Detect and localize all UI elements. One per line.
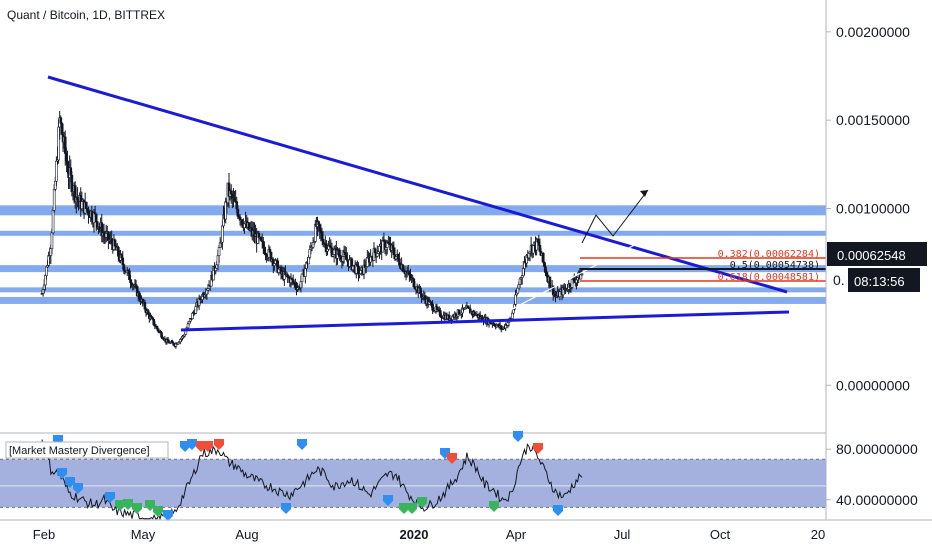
- time-axis: Feb May Aug 2020 Apr Jul Oct 20: [33, 527, 825, 542]
- candlestick-series: [40, 111, 584, 349]
- fib-retracement: 0.382(0.00062284)0.5(0.00054738)0.618(0.…: [580, 249, 826, 283]
- fib-label-0: 0.382(0.00062284): [718, 249, 820, 260]
- candle-body: [45, 266, 48, 277]
- countdown-value: 08:13:56: [854, 274, 905, 289]
- oscillator-band: [0, 459, 826, 508]
- divergence-marker-3: [73, 483, 83, 494]
- divergence-marker-25: [513, 431, 523, 442]
- time-tick-label-2: Aug: [235, 527, 258, 542]
- divergence-marker-21: [417, 497, 427, 508]
- price-tick-label-3: 0.00000000: [836, 377, 910, 393]
- osc-tick-label-0: 80.00000000: [836, 441, 918, 457]
- divergence-marker-8: [145, 500, 155, 511]
- price-zone-1: [0, 230, 826, 236]
- price-zone-3: [0, 287, 826, 293]
- divergence-marker-16: [297, 439, 307, 450]
- divergence-marker-10: [163, 510, 173, 521]
- divergence-marker-1: [57, 468, 67, 479]
- time-tick-label-5: Jul: [614, 527, 631, 542]
- divergence-marker-2: [65, 477, 75, 488]
- divergence-marker-5: [115, 500, 125, 511]
- trendlines: [47, 75, 790, 332]
- price-zone-4: [0, 296, 826, 304]
- candle-body: [52, 188, 56, 211]
- price-zone-2: [0, 265, 826, 273]
- chart-title: Quant / Bitcoin, 1D, BITTREX: [7, 8, 165, 22]
- projection-arrowhead: [640, 190, 648, 197]
- divergence-marker-4: [105, 492, 115, 503]
- divergence-marker-18: [383, 495, 393, 506]
- candle-body: [541, 252, 545, 263]
- divergence-marker-7: [132, 503, 142, 514]
- oscillator-pane: [Market Mastery Divergence] 80.00000000 40…: [0, 431, 918, 521]
- trendline-resistance: [47, 75, 788, 294]
- countdown-prefix: 0.: [833, 272, 845, 288]
- time-tick-label-3: 2020: [400, 527, 429, 542]
- candle-body: [284, 271, 287, 276]
- candle-body: [300, 273, 304, 283]
- last-price-value: 0.00062548: [837, 248, 906, 263]
- indicator-label-box: [5, 441, 169, 459]
- divergence-marker-14: [203, 441, 213, 452]
- divergence-marker-26: [533, 443, 543, 454]
- candle-body: [580, 273, 584, 276]
- divergence-marker-24: [489, 501, 499, 512]
- indicator-label: [Market Mastery Divergence]: [9, 445, 150, 457]
- horizontal-zones: [0, 205, 826, 304]
- osc-tick-label-1: 40.00000000: [836, 492, 918, 508]
- price-tick-label-1: 0.00150000: [836, 112, 910, 128]
- projection-arrow: [581, 189, 649, 244]
- candle-body: [80, 201, 84, 209]
- candle-body: [548, 276, 552, 287]
- candle-body: [221, 225, 224, 243]
- candle-body: [373, 248, 377, 254]
- time-tick-label-6: Oct: [710, 527, 731, 542]
- price-tick-label-0: 0.00200000: [836, 24, 910, 40]
- divergence-marker-6: [123, 499, 133, 510]
- time-tick-label-0: Feb: [33, 527, 55, 542]
- candle-body: [84, 201, 88, 209]
- price-tick-label-2: 0.00100000: [836, 201, 910, 217]
- time-tick-label-1: May: [131, 527, 156, 542]
- candle-body: [375, 253, 379, 257]
- candle-body: [332, 249, 336, 255]
- candle-body: [214, 267, 218, 271]
- projection-path: [581, 189, 649, 244]
- price-zone-0: [0, 205, 826, 216]
- fib-label-1: 0.5(0.00054738): [730, 260, 820, 271]
- countdown-badge: 08:13:56: [848, 268, 920, 292]
- time-tick-label-7: 20: [811, 527, 825, 542]
- divergence-marker-27: [553, 505, 563, 516]
- last-price-badge: 0.00062548: [827, 242, 927, 266]
- candle-body: [94, 213, 98, 222]
- candle-body: [51, 209, 55, 234]
- divergence-marker-19: [399, 503, 409, 514]
- divergence-marker-23: [447, 453, 457, 464]
- divergence-marker-9: [153, 506, 163, 517]
- candle-body: [50, 232, 54, 250]
- time-tick-label-4: Apr: [506, 527, 527, 542]
- divergence-marker-15: [214, 439, 224, 450]
- fib-label-2: 0.618(0.00048581): [718, 272, 820, 283]
- price-axis: 0.00200000 0.00150000 0.00100000 0.00000000: [826, 24, 910, 393]
- divergence-marker-20: [407, 503, 417, 514]
- support-line-white: [496, 240, 643, 318]
- divergence-marker-12: [187, 439, 197, 450]
- oscillator-line: [41, 439, 583, 521]
- trendline-support: [180, 310, 790, 332]
- candle-body: [217, 247, 221, 257]
- divergence-marker-17: [281, 503, 291, 514]
